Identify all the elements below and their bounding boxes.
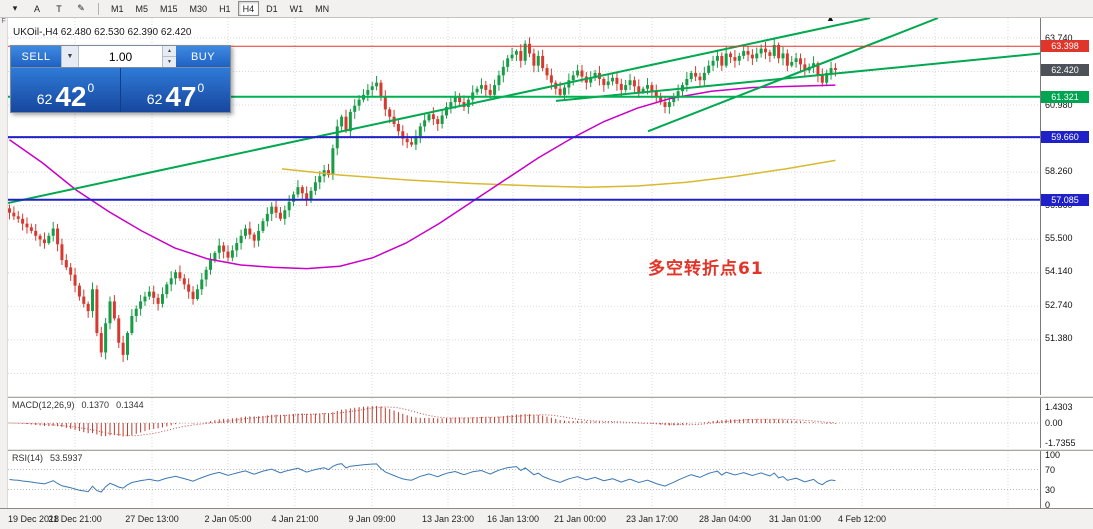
rsi-line: [9, 463, 836, 493]
buy-price-button[interactable]: 62 47 0: [121, 68, 230, 112]
ma-magenta-line: [9, 84, 836, 270]
chart-annotation-text: 多空转折点61: [648, 259, 764, 279]
time-axis-label: 4 Jan 21:00: [271, 514, 319, 524]
rsi-axis-label: 0: [1045, 499, 1051, 510]
panel-splitter[interactable]: [0, 395, 1093, 398]
macd-value-2: 0.1344: [116, 400, 144, 410]
time-axis-label: 27 Dec 13:00: [125, 514, 179, 524]
bid-big-figure: 62: [36, 91, 53, 107]
trend-line-1[interactable]: [8, 18, 871, 204]
toolbar-tools-group: ▾ A T ✎: [4, 0, 92, 17]
timeframe-button-m1[interactable]: M1: [111, 3, 124, 14]
time-axis-label: 31 Jan 01:00: [768, 514, 822, 524]
rsi-axis-label: 100: [1045, 449, 1061, 460]
rsi-value: 53.5937: [50, 453, 83, 463]
timeframe-button-m15[interactable]: M15: [160, 3, 178, 14]
objects-dropdown-button[interactable]: ▾: [12, 3, 18, 13]
macd-name: MACD(12,26,9): [12, 400, 75, 410]
ask-pips: 47: [165, 80, 197, 112]
volume-spinner: ▲ ▼: [162, 46, 176, 67]
price-axis-label: 51.380: [1045, 333, 1073, 344]
rsi-indicator-label: RSI(14) 53.5937: [12, 453, 83, 463]
ma-yellow-line: [281, 159, 836, 188]
price-axis-label: 63.740: [1045, 32, 1073, 43]
time-axis-label: 19 Dec 2018: [8, 514, 60, 524]
timeframe-button-w1[interactable]: W1: [289, 3, 304, 14]
price-axis-label: 55.500: [1045, 233, 1073, 244]
main-chart-canvas[interactable]: [8, 18, 1040, 395]
volume-decrease-button[interactable]: ▼: [163, 57, 176, 67]
rsi-axis-label: 70: [1045, 464, 1056, 475]
trend-line-3[interactable]: [555, 52, 1040, 102]
buy-button[interactable]: BUY: [176, 46, 230, 67]
volume-field-wrap: [79, 46, 162, 67]
rsi-panel-canvas[interactable]: [8, 451, 1040, 508]
time-axis-label: 21 Dec 21:00: [48, 514, 102, 524]
time-axis-label: 16 Jan 13:00: [486, 514, 540, 524]
bid-point: 0: [87, 81, 95, 95]
time-scale[interactable]: 19 Dec 2018 21 Dec 21:00 27 Dec 13:00 2 Jan…: [0, 508, 1093, 529]
macd-indicator-label: MACD(12,26,9) 0.1370 0.1344: [12, 400, 144, 410]
time-axis-label: 13 Jan 23:00: [421, 514, 475, 524]
macd-value-1: 0.1370: [81, 400, 110, 410]
volume-input[interactable]: [79, 46, 162, 67]
arrow-marker-icon[interactable]: ▲: [826, 13, 835, 23]
pencil-tool-button[interactable]: ✎: [77, 3, 85, 13]
price-axis-label: 54.140: [1045, 266, 1073, 277]
price-axis-label: 58.260: [1045, 166, 1073, 177]
macd-axis-label: 1.4303: [1045, 401, 1073, 412]
timeframe-button-h1[interactable]: H1: [219, 3, 231, 14]
price-scale[interactable]: 63.74060.98058.26056.86055.50054.14052.7…: [1040, 18, 1093, 510]
timeframe-button-d1[interactable]: D1: [266, 3, 278, 14]
left-strip-label: F: [1, 18, 6, 25]
macd-histogram: [13, 405, 836, 437]
price-axis-badge: 62.420: [1041, 64, 1089, 77]
letter-a-tool-button[interactable]: A: [33, 3, 40, 14]
timeframe-button-h4[interactable]: H4: [237, 1, 260, 16]
macd-signal-line: [9, 406, 836, 437]
timeframe-button-m30[interactable]: M30: [189, 3, 208, 14]
volume-increase-button[interactable]: ▲: [163, 46, 176, 57]
price-axis-badge: 57.085: [1041, 193, 1089, 206]
price-axis-badge: 63.398: [1041, 40, 1089, 53]
sell-button[interactable]: SELL: [11, 46, 61, 67]
one-click-menu-dropdown-icon[interactable]: ▼: [61, 46, 79, 67]
text-tool-button[interactable]: T: [56, 3, 62, 14]
trend-line-2[interactable]: [647, 18, 939, 133]
ask-big-figure: 62: [146, 91, 163, 107]
macd-axis-label: -1.7355: [1045, 437, 1076, 448]
ask-point: 0: [197, 81, 205, 95]
time-axis-label: 28 Jan 04:00: [698, 514, 752, 524]
timeframe-button-m5[interactable]: M5: [135, 3, 149, 14]
symbol-ohlc-label: UKOil-,H4 62.480 62.530 62.390 62.420: [13, 27, 192, 38]
panel-splitter[interactable]: [0, 448, 1093, 451]
one-click-price-row: 62 42 0 62 47 0: [11, 67, 230, 112]
time-axis-label: 23 Jan 17:00: [625, 514, 679, 524]
rsi-name: RSI(14): [12, 453, 44, 463]
rsi-grid: [74, 451, 1009, 508]
price-axis-label: 60.980: [1045, 100, 1073, 111]
time-axis-label: 9 Jan 09:00: [348, 514, 396, 524]
toolbar: ▾ A T ✎ M1 M5 M15 M30 H1 H4 D1 W1 MN: [0, 0, 1093, 18]
time-axis-label: 2 Jan 05:00: [204, 514, 252, 524]
time-axis-label: 4 Feb 12:00: [837, 514, 887, 524]
toolbar-separator: [98, 2, 99, 15]
price-axis-badge: 61.321: [1041, 90, 1089, 103]
price-axis-label: 52.740: [1045, 300, 1073, 311]
rsi-axis-label: 30: [1045, 484, 1056, 495]
price-axis-badge: 59.660: [1041, 131, 1089, 144]
toolbar-timeframes-group: M1 M5 M15 M30 H1 H4 D1 W1 MN: [105, 0, 335, 17]
macd-panel-canvas[interactable]: [8, 398, 1040, 448]
one-click-top-row: SELL ▼ ▲ ▼ BUY: [11, 46, 230, 67]
time-axis-label: 21 Jan 00:00: [553, 514, 607, 524]
one-click-trading-panel: SELL ▼ ▲ ▼ BUY 62 42 0 62 47 0: [10, 45, 231, 113]
sell-price-button[interactable]: 62 42 0: [11, 68, 121, 112]
bid-pips: 42: [55, 80, 87, 112]
left-toolbar-strip: F: [0, 18, 8, 508]
macd-axis-label: 0.00: [1045, 418, 1063, 428]
timeframe-button-mn[interactable]: MN: [315, 3, 330, 14]
